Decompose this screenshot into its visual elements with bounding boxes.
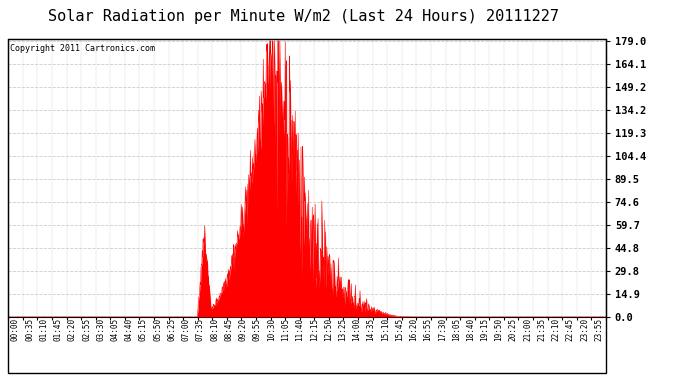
Text: 01:45: 01:45 xyxy=(54,317,63,340)
Text: 02:20: 02:20 xyxy=(68,317,77,340)
Text: 11:40: 11:40 xyxy=(295,317,304,340)
Text: 18:05: 18:05 xyxy=(452,317,461,340)
Text: 02:55: 02:55 xyxy=(82,317,91,340)
Text: 10:30: 10:30 xyxy=(267,317,276,340)
Text: 17:30: 17:30 xyxy=(437,317,446,340)
Text: 08:10: 08:10 xyxy=(210,317,219,340)
Text: 14:00: 14:00 xyxy=(353,317,362,340)
Text: 19:15: 19:15 xyxy=(480,317,489,340)
Text: 22:45: 22:45 xyxy=(566,317,575,340)
Text: 14:35: 14:35 xyxy=(366,317,375,340)
Text: 20:25: 20:25 xyxy=(509,317,518,340)
Text: Solar Radiation per Minute W/m2 (Last 24 Hours) 20111227: Solar Radiation per Minute W/m2 (Last 24… xyxy=(48,9,559,24)
Text: 15:10: 15:10 xyxy=(381,317,390,340)
Text: 05:50: 05:50 xyxy=(153,317,162,340)
Text: 16:55: 16:55 xyxy=(424,317,433,340)
Text: 15:45: 15:45 xyxy=(395,317,404,340)
Text: 13:25: 13:25 xyxy=(338,317,347,340)
Text: Copyright 2011 Cartronics.com: Copyright 2011 Cartronics.com xyxy=(10,44,155,52)
Text: 00:35: 00:35 xyxy=(25,317,34,340)
Text: 11:05: 11:05 xyxy=(282,317,290,340)
Text: 04:40: 04:40 xyxy=(125,317,134,340)
Text: 01:10: 01:10 xyxy=(39,317,48,340)
Text: 04:05: 04:05 xyxy=(110,317,119,340)
Text: 06:25: 06:25 xyxy=(168,317,177,340)
Text: 21:00: 21:00 xyxy=(523,317,532,340)
Text: 08:45: 08:45 xyxy=(224,317,233,340)
Text: 19:50: 19:50 xyxy=(495,317,504,340)
Text: 16:20: 16:20 xyxy=(409,317,418,340)
Text: 21:35: 21:35 xyxy=(538,317,546,340)
Text: 09:55: 09:55 xyxy=(253,317,262,340)
Text: 09:20: 09:20 xyxy=(239,317,248,340)
Text: 22:10: 22:10 xyxy=(551,317,560,340)
Text: 23:20: 23:20 xyxy=(580,317,589,340)
Text: 18:40: 18:40 xyxy=(466,317,475,340)
Text: 00:00: 00:00 xyxy=(11,317,20,340)
Text: 03:30: 03:30 xyxy=(97,317,106,340)
Text: 07:00: 07:00 xyxy=(181,317,190,340)
Text: 05:15: 05:15 xyxy=(139,317,148,340)
Text: 23:55: 23:55 xyxy=(594,317,603,340)
Text: 12:50: 12:50 xyxy=(324,317,333,340)
Text: 07:35: 07:35 xyxy=(196,317,205,340)
Text: 12:15: 12:15 xyxy=(310,317,319,340)
